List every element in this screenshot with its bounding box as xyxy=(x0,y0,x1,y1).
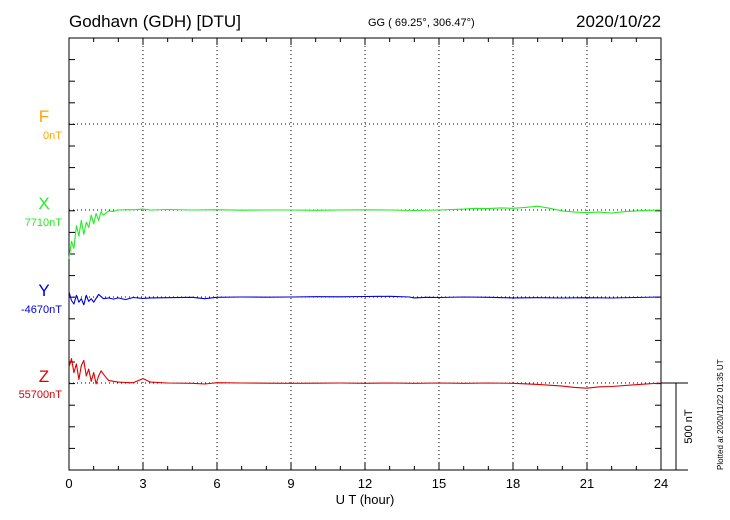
x-tick-label: 6 xyxy=(213,476,220,491)
x-tick-label: 15 xyxy=(432,476,446,491)
series-label-y: Y xyxy=(38,281,50,300)
station-title: Godhavn (GDH) [DTU] xyxy=(69,12,241,31)
x-tick-label: 24 xyxy=(654,476,668,491)
series-label-x: X xyxy=(38,194,50,213)
series-line-z xyxy=(68,358,662,389)
x-tick-label: 3 xyxy=(139,476,146,491)
baseline-label-f: 0nT xyxy=(43,130,62,142)
x-axis-label: U T (hour) xyxy=(336,492,395,507)
x-tick-label: 21 xyxy=(580,476,594,491)
x-tick-label: 9 xyxy=(287,476,294,491)
plotted-timestamp: Plotted at 2020/11/22 01:35 UT xyxy=(716,359,725,470)
series-label-z: Z xyxy=(38,367,50,386)
x-tick-label: 12 xyxy=(358,476,372,491)
x-tick-label: 0 xyxy=(65,476,72,491)
series-label-f: F xyxy=(38,107,50,126)
baseline-label-z: 55700nT xyxy=(18,389,62,401)
series-line-y xyxy=(68,291,662,306)
coordinates: GG ( 69.25°, 306.47°) xyxy=(368,17,475,29)
baseline-label-x: 7710nT xyxy=(24,217,62,229)
scale-bar-label: 500 nT xyxy=(683,409,695,444)
plot-date: 2020/10/22 xyxy=(576,12,662,31)
series-line-x xyxy=(68,205,662,259)
x-tick-label: 18 xyxy=(506,476,520,491)
baseline-label-y: -4670nT xyxy=(21,304,62,316)
